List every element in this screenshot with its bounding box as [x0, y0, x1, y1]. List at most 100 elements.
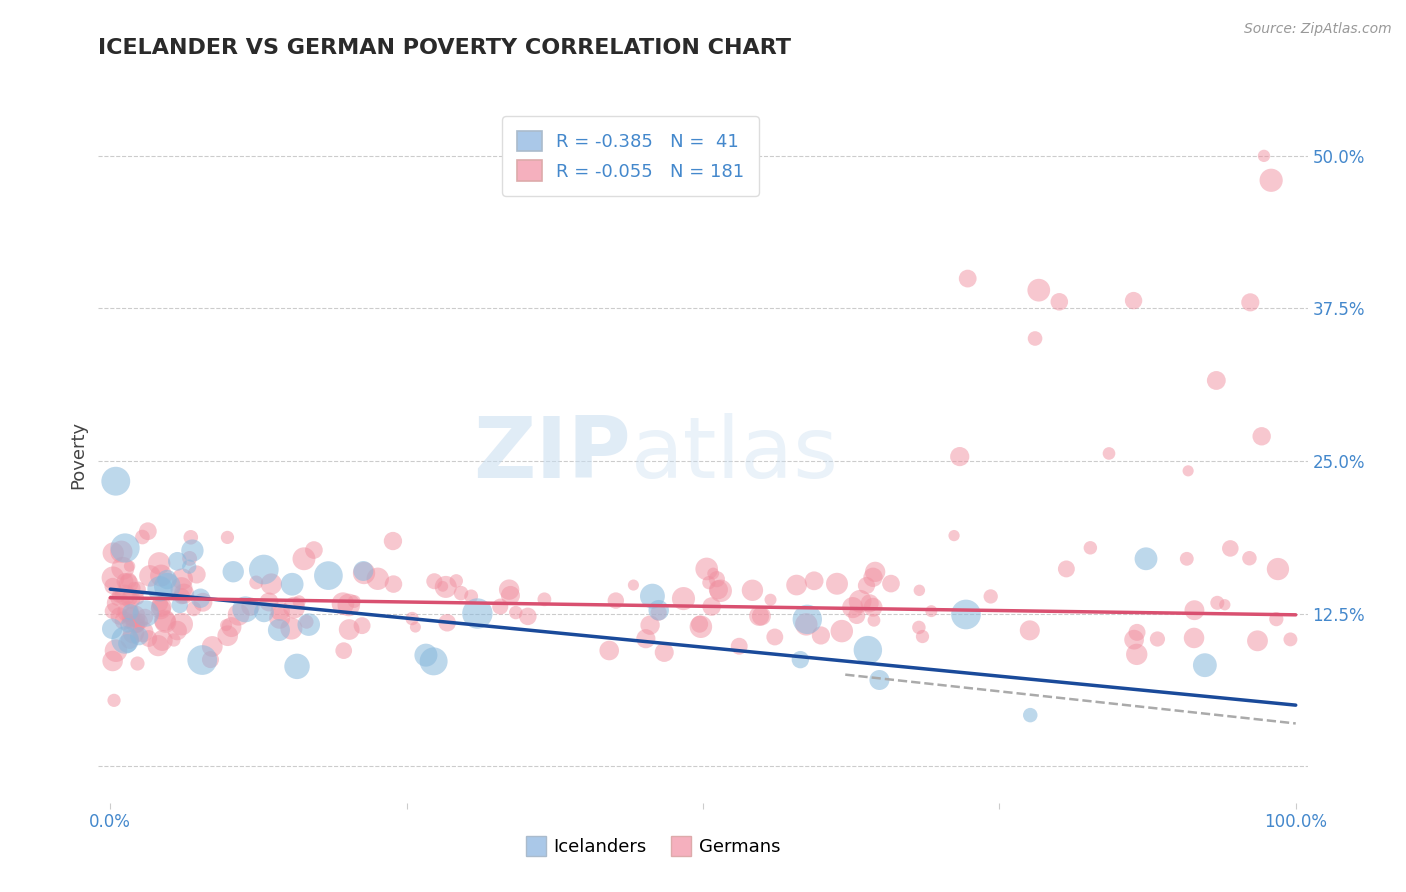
Point [108, 609, 131, 624]
Point [101, 579, 124, 593]
Point [332, 597, 354, 611]
Point [172, 572, 194, 586]
Point [298, 617, 321, 632]
Point [186, 567, 208, 582]
Point [1024, 331, 1046, 345]
Point [956, 271, 979, 285]
Point [135, 607, 157, 621]
Point [748, 609, 770, 624]
Point [920, 604, 942, 618]
Point [505, 606, 527, 620]
Point [1213, 598, 1236, 612]
Point [337, 598, 360, 612]
Point [1047, 294, 1070, 309]
Point [267, 623, 290, 637]
Point [201, 640, 224, 654]
Point [434, 580, 457, 594]
Point [285, 659, 308, 673]
Point [138, 632, 160, 646]
Point [1126, 625, 1149, 640]
Point [1206, 596, 1229, 610]
Point [863, 613, 886, 627]
Point [1146, 632, 1168, 646]
Point [136, 524, 159, 539]
Point [623, 578, 645, 592]
Point [1098, 446, 1121, 460]
Point [257, 595, 280, 609]
Point [128, 615, 150, 629]
Y-axis label: Poverty: Poverty [69, 421, 87, 489]
Point [269, 611, 291, 625]
Point [170, 589, 193, 603]
Point [101, 571, 124, 585]
Point [353, 566, 375, 580]
Point [117, 636, 139, 650]
Point [908, 583, 931, 598]
Point [1019, 708, 1042, 723]
Point [868, 673, 890, 687]
Point [112, 614, 135, 628]
Point [190, 591, 212, 606]
Point [127, 618, 149, 632]
Point [352, 564, 374, 578]
Point [1265, 612, 1288, 626]
Point [422, 654, 444, 668]
Point [859, 596, 882, 610]
Point [101, 654, 124, 668]
Point [217, 530, 239, 544]
Point [163, 632, 186, 647]
Point [118, 591, 141, 605]
Point [222, 565, 245, 579]
Point [415, 648, 437, 662]
Point [825, 576, 848, 591]
Point [122, 626, 145, 640]
Point [1260, 173, 1282, 187]
Point [281, 577, 304, 591]
Point [647, 606, 669, 620]
Point [1253, 149, 1275, 163]
Point [955, 607, 977, 622]
Point [124, 609, 146, 624]
Point [118, 559, 141, 574]
Point [235, 602, 257, 616]
Point [253, 562, 276, 576]
Point [107, 589, 129, 603]
Point [467, 607, 489, 621]
Point [117, 605, 139, 619]
Point [150, 568, 173, 582]
Point [221, 620, 243, 634]
Point [741, 583, 763, 598]
Point [432, 579, 454, 593]
Point [849, 594, 872, 608]
Point [149, 597, 172, 611]
Point [862, 570, 884, 584]
Point [156, 573, 179, 587]
Point [499, 589, 522, 603]
Point [810, 628, 832, 642]
Point [908, 620, 931, 634]
Point [200, 652, 222, 666]
Point [706, 572, 728, 586]
Point [288, 595, 311, 609]
Point [1182, 631, 1205, 645]
Point [120, 605, 142, 619]
Point [880, 576, 903, 591]
Point [114, 574, 136, 589]
Point [638, 618, 661, 632]
Point [191, 595, 214, 609]
Point [1123, 632, 1146, 647]
Point [120, 609, 142, 624]
Point [498, 582, 520, 597]
Point [114, 588, 136, 602]
Point [751, 609, 773, 624]
Point [1246, 633, 1268, 648]
Point [166, 554, 188, 568]
Point [337, 623, 360, 637]
Point [191, 653, 214, 667]
Point [634, 632, 657, 646]
Point [533, 592, 555, 607]
Point [1078, 541, 1101, 555]
Point [131, 530, 153, 544]
Point [696, 562, 718, 576]
Point [1184, 603, 1206, 617]
